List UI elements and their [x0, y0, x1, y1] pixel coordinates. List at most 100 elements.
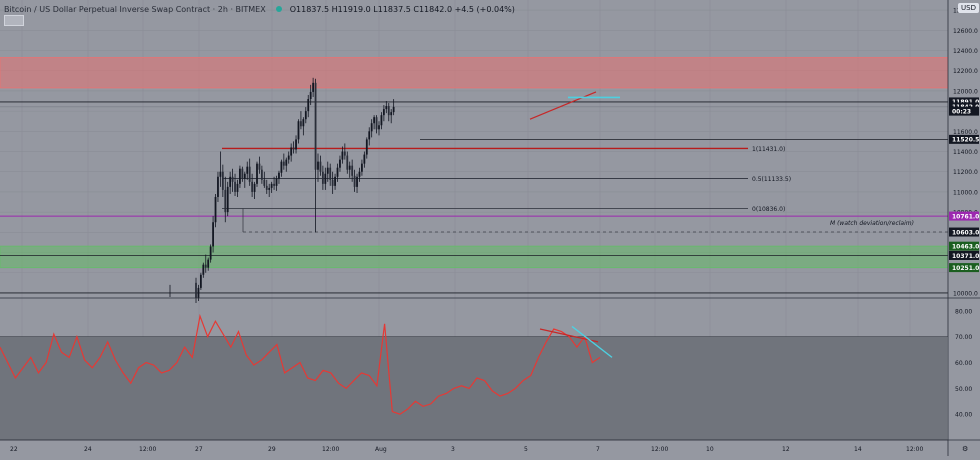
time-tick-label: 14	[854, 446, 862, 453]
candle-body	[390, 112, 393, 116]
candle-body	[336, 167, 339, 177]
candle-body	[231, 176, 234, 182]
price-badge-label: 00:23	[952, 108, 971, 115]
candle-body	[353, 175, 356, 187]
price-badge-label: 10371.0	[952, 253, 979, 260]
rsi-tick-label: 60.00	[955, 360, 972, 367]
time-tick-label: 10	[706, 446, 714, 453]
time-tick-label: 24	[84, 446, 92, 453]
price-tick-label: 11400.0	[953, 149, 978, 156]
rsi-line	[0, 313, 601, 415]
price-badge	[949, 106, 979, 116]
candle-body	[297, 121, 300, 140]
price-tick-label: 12600.0	[953, 28, 978, 35]
rsi-tick-label: 80.00	[955, 308, 972, 315]
time-tick-label: Aug	[375, 446, 387, 453]
time-tick-label: 5	[524, 446, 528, 453]
candle-body	[382, 109, 385, 116]
candle-body	[195, 282, 197, 298]
candle-body	[285, 159, 288, 166]
candle-body	[275, 178, 278, 186]
candle-body	[368, 131, 371, 140]
chart-header: Bitcoin / US Dollar Perpetual Inverse Sw…	[4, 1, 515, 17]
candle-body	[221, 171, 224, 190]
annotation-label: M (watch deviation/reclaim)	[830, 220, 914, 227]
fib-label: 0(10836.0)	[752, 206, 785, 213]
candle-body	[268, 187, 271, 190]
rsi-tick-label: 50.00	[955, 386, 972, 393]
candle-body	[246, 166, 249, 174]
candle-body	[300, 121, 302, 127]
trendline-red	[529, 91, 597, 120]
candle-body	[378, 125, 380, 130]
candle-body	[365, 139, 368, 155]
candle-body	[239, 168, 241, 184]
candle-body	[295, 139, 297, 150]
price-badge	[949, 97, 979, 107]
time-tick-label: 12:00	[322, 446, 339, 453]
rsi-band	[0, 336, 948, 440]
time-tick-label: 12	[782, 446, 790, 453]
time-tick-label: 12:00	[651, 446, 668, 453]
candle-body	[270, 183, 273, 188]
fib-label: 0.5(11133.5)	[752, 176, 791, 183]
price-tick-label: 11200.0	[953, 169, 978, 176]
price-tick-label: 11000.0	[953, 189, 978, 196]
price-tick-label: 12200.0	[953, 68, 978, 75]
candle-body	[351, 165, 354, 176]
candle-body	[380, 115, 383, 126]
price-badge-label: 10463.0	[952, 243, 979, 250]
candle-body	[236, 183, 239, 192]
demand-zone	[0, 245, 949, 269]
candle-body	[292, 147, 295, 150]
time-tick-label: 29	[268, 446, 276, 453]
candle-body	[304, 111, 307, 120]
candle-body	[241, 168, 244, 179]
candle-body	[375, 117, 378, 130]
time-tick-label: 12:00	[906, 446, 923, 453]
candle-body	[248, 166, 251, 182]
candle-body	[204, 264, 207, 268]
candle-body	[207, 259, 210, 268]
candle-body	[199, 274, 202, 288]
candle-body	[343, 151, 346, 156]
indicator-toggle-icon[interactable]	[4, 15, 24, 26]
time-tick-label: 12:00	[139, 446, 156, 453]
currency-label[interactable]: USD	[958, 3, 979, 13]
time-tick-label: 7	[596, 446, 600, 453]
candle-body	[287, 155, 290, 160]
ohlc-readout: O11837.5 H11919.0 L11837.5 C11842.0 +4.5…	[289, 4, 515, 14]
candle-body	[212, 222, 214, 247]
fib-label: 1(11431.0)	[752, 146, 785, 153]
price-badge-label: 10761.0	[952, 213, 979, 220]
candle-body	[224, 189, 227, 213]
price-badge	[949, 211, 979, 221]
candle-body	[214, 196, 217, 223]
candle-body	[280, 161, 283, 173]
candle-body	[273, 183, 275, 186]
candle-body	[253, 183, 256, 192]
candle-body	[209, 246, 212, 260]
rsi-tick-label: 70.00	[955, 334, 972, 341]
settings-gear-icon[interactable]: ⚙	[962, 445, 968, 453]
candle-body	[341, 151, 344, 160]
candle-body	[314, 82, 317, 170]
rsi-tick-label: 40.00	[955, 412, 972, 419]
price-tick-label: 12000.0	[953, 88, 978, 95]
candle-body	[312, 82, 315, 92]
candle-body	[217, 176, 219, 197]
candle-body	[329, 167, 332, 180]
candle-body	[321, 171, 324, 184]
candle-body	[219, 171, 222, 177]
candle-body	[290, 147, 293, 156]
candle-body	[302, 119, 305, 127]
supply-zone	[0, 57, 949, 89]
candle-body	[263, 179, 266, 186]
price-badge-label: 10603.0	[952, 229, 979, 236]
symbol-title[interactable]: Bitcoin / US Dollar Perpetual Inverse Sw…	[4, 4, 266, 14]
candle-body	[326, 167, 329, 174]
candle-body	[324, 173, 327, 184]
candle-body	[234, 181, 236, 192]
